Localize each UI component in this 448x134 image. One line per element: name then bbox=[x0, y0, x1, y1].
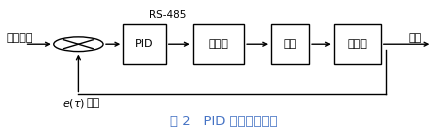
Bar bbox=[193, 24, 244, 64]
Bar bbox=[271, 24, 309, 64]
Text: 皮带机: 皮带机 bbox=[347, 39, 367, 49]
Bar bbox=[123, 24, 166, 64]
Text: 图 2   PID 调节原理框图: 图 2 PID 调节原理框图 bbox=[170, 115, 278, 129]
Circle shape bbox=[54, 37, 103, 52]
Text: 变频器: 变频器 bbox=[208, 39, 228, 49]
Text: 电机: 电机 bbox=[284, 39, 297, 49]
Text: 反馈: 反馈 bbox=[86, 98, 100, 108]
Text: RS-485: RS-485 bbox=[149, 10, 187, 20]
Bar bbox=[334, 24, 381, 64]
Text: 流量: 流量 bbox=[409, 33, 422, 42]
Text: $e(\tau)$: $e(\tau)$ bbox=[62, 97, 85, 110]
Text: PID: PID bbox=[135, 39, 154, 49]
Text: 设定流量: 设定流量 bbox=[7, 33, 33, 42]
